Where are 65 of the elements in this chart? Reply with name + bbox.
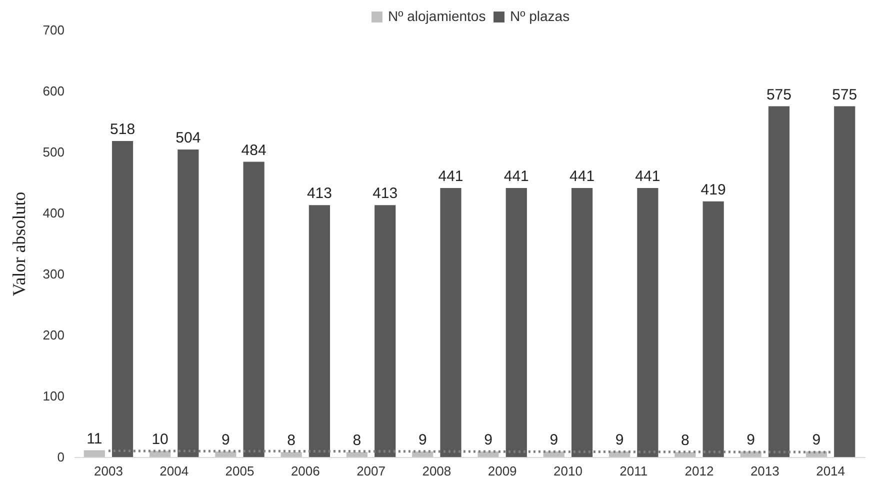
legend-label: Nº plazas [510,8,570,24]
bar [702,201,724,457]
data-label: 441 [438,168,464,185]
data-label: 9 [222,432,230,449]
data-label: 10 [152,430,168,448]
data-label: 484 [241,142,266,159]
y-tick-label: 400 [42,206,64,220]
x-tick-label: 2009 [488,464,517,478]
bar [84,450,105,457]
bar [571,188,593,457]
x-tick-label: 2006 [290,464,320,478]
bar [178,150,199,457]
bar [674,452,696,457]
x-tick-label: 2010 [554,464,582,478]
bar [243,162,264,457]
data-label: 9 [812,432,821,449]
data-label: 441 [570,168,595,185]
y-tick-label: 200 [42,328,64,342]
bar [637,188,658,457]
data-label: 575 [832,86,858,104]
data-label: 8 [681,432,690,450]
y-tick-label: 600 [42,84,64,98]
x-tick-label: 2011 [620,464,648,478]
y-tick-label: 500 [42,144,64,160]
bar [112,141,134,457]
bar [346,452,368,457]
x-tick-label: 2008 [422,464,452,478]
y-tick-label: 100 [42,388,64,404]
bar [834,106,856,457]
bar [412,452,434,457]
bar [308,205,330,457]
x-tick-label: 2014 [816,464,845,478]
data-label: 441 [504,168,529,185]
bar [506,188,527,457]
y-tick-label: 0 [57,450,64,464]
x-tick-label: 2007 [356,464,386,478]
data-label: 9 [615,432,624,449]
bar [440,188,462,457]
x-tick-label: 2003 [94,464,123,478]
y-tick-label: 300 [42,266,64,282]
bar [768,106,790,457]
bar [280,452,302,457]
legend-label: Nº alojamientos [388,8,486,24]
x-tick-label: 2012 [684,464,714,478]
data-label: 419 [700,181,726,198]
x-tick-label: 2013 [750,464,780,478]
data-label: 9 [418,432,427,449]
data-label: 8 [352,432,362,450]
data-label: 504 [176,130,201,147]
data-label: 413 [372,185,398,202]
data-label: 441 [635,168,660,185]
bar [215,452,236,457]
data-label: 9 [484,432,492,449]
data-label: 575 [766,86,792,104]
data-label: 518 [110,121,136,138]
data-label: 413 [306,185,332,202]
data-label: 8 [287,432,296,450]
y-axis-title: Valor absoluto [8,192,29,296]
data-label: 9 [746,432,755,449]
data-label: 9 [550,432,558,449]
y-tick-label: 700 [42,22,64,38]
x-tick-label: 2005 [225,464,254,478]
x-tick-label: 2004 [160,464,189,478]
bar [374,205,396,457]
data-label: 11 [86,430,102,448]
